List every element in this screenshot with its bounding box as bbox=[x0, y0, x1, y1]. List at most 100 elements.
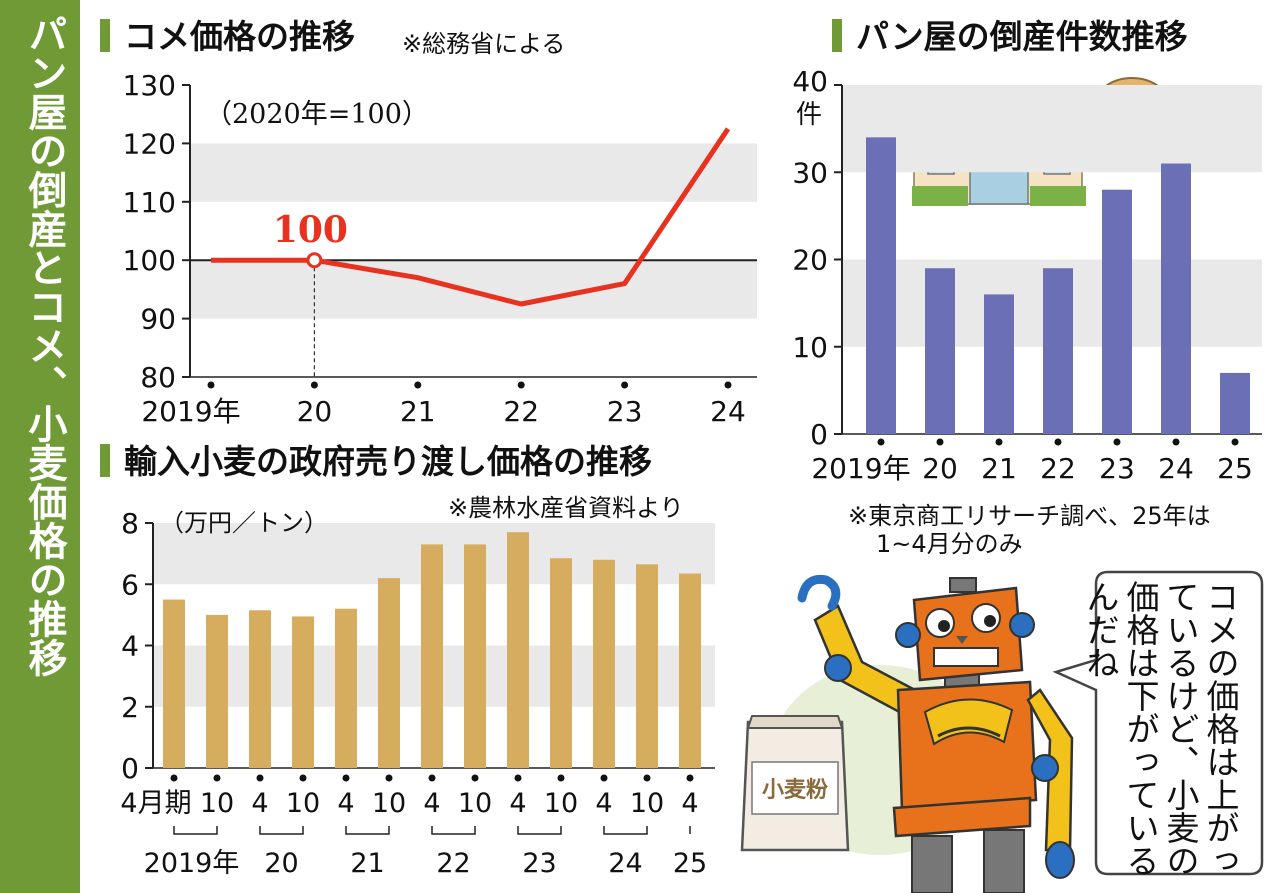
wheat-bar bbox=[550, 558, 572, 768]
y-tick-label: 6 bbox=[121, 568, 139, 601]
y-tick-label: 30 bbox=[792, 156, 828, 189]
x-tick-dot bbox=[643, 774, 651, 782]
x-tick-dot bbox=[936, 438, 944, 446]
bakery-bar bbox=[1043, 268, 1073, 434]
year-bracket bbox=[603, 826, 648, 835]
wheat-bar bbox=[206, 614, 228, 768]
x-tick-label: 4 bbox=[251, 788, 268, 819]
y-tick-label: 4 bbox=[121, 630, 139, 663]
year-label: 24 bbox=[608, 848, 642, 879]
bakery-note-line1: ※東京商工リサーチ調べ、25年は bbox=[848, 502, 1211, 530]
bakery-chart: 0 10 20 30 40件 2019年 20 21 22 23 24 25 bbox=[792, 65, 1262, 485]
x-tick-dot bbox=[686, 774, 694, 782]
highlight-point bbox=[306, 252, 323, 269]
wheat-bar bbox=[335, 608, 357, 768]
x-tick-dot bbox=[207, 381, 215, 389]
x-tick-dot bbox=[342, 774, 350, 782]
bakery-chart-title: パン屋の倒産件数推移 bbox=[832, 18, 1188, 56]
rice-chart: 80 90 100 110 120 130 2019年 20 21 22 23 24 （2020年=10… bbox=[123, 69, 757, 428]
bakery-bar bbox=[866, 137, 896, 434]
wheat-bar bbox=[464, 544, 486, 768]
grid-band bbox=[842, 85, 1262, 173]
rice-chart-title: コメ価格の推移 bbox=[100, 18, 355, 56]
x-tick-label: 20 bbox=[297, 395, 333, 428]
wheat-source: ※農林水産省資料より bbox=[448, 494, 684, 522]
x-tick-label: 24 bbox=[1158, 452, 1194, 485]
x-tick-dot bbox=[1054, 438, 1062, 446]
bakery-bar bbox=[1102, 189, 1132, 434]
x-tick-label: 4 bbox=[337, 788, 354, 819]
y-tick-label: 0 bbox=[810, 418, 828, 451]
x-tick-label: 4 bbox=[681, 788, 698, 819]
speech-bubble bbox=[1052, 570, 1264, 876]
x-tick-dot bbox=[724, 381, 732, 389]
year-bracket bbox=[173, 826, 218, 835]
x-tick-dot bbox=[557, 774, 565, 782]
illustration: 小麦粉 bbox=[740, 570, 1264, 893]
x-tick-dot bbox=[310, 381, 318, 389]
x-tick-dot bbox=[514, 774, 522, 782]
x-tick-label: 2019年 bbox=[811, 452, 910, 485]
year-label: 22 bbox=[436, 848, 470, 879]
x-tick-label: 22 bbox=[503, 395, 539, 428]
x-tick-label: 24 bbox=[710, 395, 746, 428]
wheat-bar bbox=[636, 564, 658, 768]
year-label: 20 bbox=[264, 848, 298, 879]
year-bracket bbox=[517, 826, 562, 835]
year-bracket bbox=[431, 826, 476, 835]
x-tick-dot bbox=[1113, 438, 1121, 446]
bakery-bar bbox=[925, 268, 955, 434]
year-label: 23 bbox=[522, 848, 556, 879]
x-tick-label: 4 bbox=[509, 788, 526, 819]
side-banner: パン屋の倒産とコメ、小麦価格の推移 bbox=[0, 0, 80, 893]
wheat-bar bbox=[163, 599, 185, 768]
headline: パン屋の倒産とコメ、小麦価格の推移 bbox=[22, 14, 67, 677]
title-marker bbox=[100, 444, 110, 477]
wheat-bar bbox=[378, 578, 400, 768]
x-tick-dot bbox=[995, 438, 1003, 446]
wheat-bar bbox=[292, 616, 314, 768]
wheat-bar bbox=[593, 559, 615, 768]
y-tick-label: 20 bbox=[792, 244, 828, 277]
y-tick-label: 90 bbox=[140, 303, 176, 336]
y-tick-label: 10 bbox=[792, 331, 828, 364]
x-tick-label: 10 bbox=[544, 788, 578, 819]
x-tick-dot bbox=[877, 438, 885, 446]
x-tick-dot bbox=[1231, 438, 1239, 446]
grid-band bbox=[190, 143, 757, 202]
wheat-bar bbox=[421, 544, 443, 768]
x-tick-label: 10 bbox=[458, 788, 492, 819]
bakery-note-line2: 1~4月分のみ bbox=[876, 530, 1023, 558]
unit-note: （2020年=100） bbox=[205, 99, 429, 130]
x-tick-dot bbox=[256, 774, 264, 782]
rice-source: ※総務省による bbox=[402, 30, 566, 58]
x-tick-label: 22 bbox=[1040, 452, 1076, 485]
unit-note: （万円／トン） bbox=[160, 509, 328, 537]
y-tick-label: 100 bbox=[123, 244, 176, 277]
y-tick-label: 2 bbox=[121, 691, 139, 724]
y-tick-label: 8 bbox=[121, 507, 139, 540]
x-tick-label: 10 bbox=[630, 788, 664, 819]
flour-bag-icon bbox=[740, 715, 850, 852]
x-tick-label: 2019年 bbox=[141, 395, 240, 428]
x-tick-dot bbox=[428, 774, 436, 782]
bakery-bar bbox=[984, 294, 1014, 434]
y-tick-label: 130 bbox=[123, 69, 176, 102]
x-tick-dot bbox=[299, 774, 307, 782]
x-tick-dot bbox=[600, 774, 608, 782]
x-tick-label: 21 bbox=[981, 452, 1017, 485]
x-tick-dot bbox=[414, 381, 422, 389]
x-tick-dot bbox=[621, 381, 629, 389]
x-tick-label: 10 bbox=[372, 788, 406, 819]
y-tick-label: 120 bbox=[123, 127, 176, 160]
bakery-bar bbox=[1220, 372, 1250, 434]
year-bracket bbox=[259, 826, 304, 835]
highlight-label: 100 bbox=[273, 209, 348, 251]
robot-icon bbox=[797, 574, 1075, 893]
x-tick-label: 21 bbox=[400, 395, 436, 428]
x-tick-dot bbox=[213, 774, 221, 782]
rice-line bbox=[211, 127, 731, 307]
y-tick-label: 0 bbox=[121, 752, 139, 785]
